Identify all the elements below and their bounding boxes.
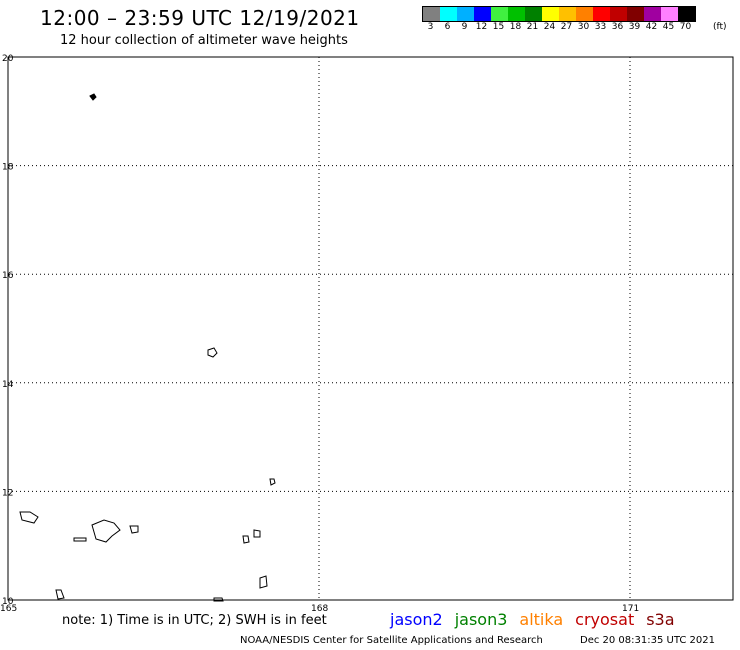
legend-unit: (ft) [713,22,727,32]
island-outline [55,589,65,600]
legend-swatch [627,7,644,21]
map-frame [7,56,734,601]
island-outline [213,597,224,602]
island-outline [269,478,276,486]
satellite-name: altika [519,610,564,629]
lat-tick-label: 10 [2,597,14,607]
satellite-name: cryosat [575,610,635,629]
lat-tick-label: 16 [2,271,14,281]
satellite-name: s3a [646,610,675,629]
satellite-legend: jason2 jason3 altika cryosat s3a [390,610,687,629]
legend-label: 9 [461,22,468,32]
legend-labels: 3 6 9 12 15 18 21 24 27 30 33 36 39 42 45 70 [422,22,694,32]
footer-note: note: 1) Time is in UTC; 2) SWH is in fe… [62,613,327,628]
satellite-name: jason2 [390,610,443,629]
legend-swatch [576,7,593,21]
lat-tick-label: 18 [2,163,14,173]
island-outline [129,525,139,534]
legend-label: 21 [526,22,539,32]
island-outline [73,537,87,542]
legend-label: 45 [662,22,675,32]
legend-swatch [457,7,474,21]
legend-label: 27 [560,22,573,32]
generated-timestamp: Dec 20 08:31:35 UTC 2021 [580,635,715,646]
map-title: 12:00 – 23:59 UTC 12/19/2021 [40,6,360,30]
legend-swatch [678,7,695,21]
map-subtitle: 12 hour collection of altimeter wave hei… [60,33,348,48]
island-outline [242,535,250,544]
island-outline [19,511,39,524]
legend-label: 24 [543,22,556,32]
island-outline [91,519,121,543]
legend-swatch [559,7,576,21]
legend-swatch [610,7,627,21]
legend-label: 42 [645,22,658,32]
island-outline [89,93,97,101]
legend-label: 39 [628,22,641,32]
legend-label: 30 [577,22,590,32]
legend-label: 33 [594,22,607,32]
legend-swatch [661,7,678,21]
legend-label: 6 [444,22,451,32]
legend-label: 3 [427,22,434,32]
legend-swatch [440,7,457,21]
legend-label: 15 [492,22,505,32]
lon-tick-label: 168 [311,604,328,614]
legend-label: 36 [611,22,624,32]
lat-tick-label: 20 [2,54,14,64]
lon-tick-label: 165 [0,604,17,614]
legend-swatch [644,7,661,21]
wave-height-color-legend [422,6,696,22]
legend-swatch [423,7,440,21]
coastlines [19,93,276,602]
lat-tick-label: 12 [2,488,13,498]
satellite-name: jason3 [454,610,508,629]
legend-swatch [593,7,610,21]
legend-label: 18 [509,22,522,32]
legend-swatch [474,7,491,21]
legend-label: 12 [475,22,488,32]
island-outline [207,347,218,358]
lon-tick-label: 171 [622,604,639,614]
legend-swatch [525,7,542,21]
legend-swatch [508,7,525,21]
legend-label: 70 [679,22,692,32]
island-outline [253,529,261,538]
legend-swatch [491,7,508,21]
island-outline [259,575,268,589]
legend-swatch [542,7,559,21]
map-grid: 201816141210165168171174177 [0,54,734,614]
lat-tick-label: 14 [2,380,14,390]
credit-line: NOAA/NESDIS Center for Satellite Applica… [240,635,543,646]
